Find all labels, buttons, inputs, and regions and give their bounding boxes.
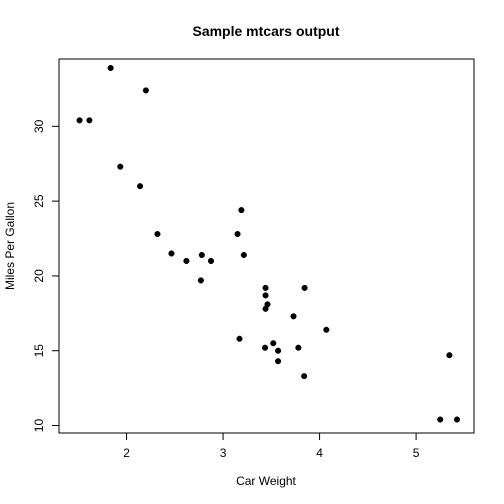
- data-point: [437, 416, 444, 423]
- data-point: [197, 277, 204, 284]
- data-point: [168, 250, 175, 257]
- y-tick-label: 10: [32, 419, 46, 433]
- x-tick-label: 5: [413, 446, 420, 460]
- data-point: [262, 292, 269, 299]
- data-point: [295, 344, 302, 351]
- data-point: [240, 251, 247, 259]
- x-tick-label: 3: [220, 446, 227, 460]
- data-point: [275, 358, 282, 365]
- x-tick-label: 4: [316, 446, 323, 460]
- data-point: [198, 251, 205, 259]
- data-point: [301, 373, 308, 380]
- data-point: [236, 335, 243, 342]
- data-point: [107, 64, 114, 72]
- data-point: [262, 344, 269, 351]
- data-point: [275, 347, 282, 354]
- data-point: [183, 257, 190, 265]
- y-tick-label: 30: [32, 119, 46, 133]
- x-tick-label: 2: [123, 446, 130, 460]
- data-point: [76, 117, 83, 124]
- data-points: [76, 64, 461, 423]
- y-axis-label: Miles Per Gallon: [3, 202, 17, 290]
- y-tick-label: 25: [32, 194, 46, 208]
- y-tick-label: 15: [32, 344, 46, 358]
- data-point: [453, 416, 461, 423]
- data-point: [86, 117, 93, 124]
- data-point: [117, 163, 124, 170]
- y-axis: 10 15 20 25 30: [32, 119, 60, 433]
- data-point: [301, 284, 308, 291]
- y-tick-label: 20: [32, 269, 46, 283]
- data-point: [142, 87, 149, 94]
- data-point: [290, 313, 297, 320]
- data-point: [262, 284, 269, 291]
- data-point: [323, 326, 330, 333]
- data-point: [207, 257, 215, 265]
- x-axis-label: Car Weight: [236, 474, 296, 488]
- data-point: [137, 183, 144, 190]
- chart-title: Sample mtcars output: [192, 23, 339, 39]
- x-axis: 2 3 4 5: [123, 432, 420, 460]
- data-point: [446, 352, 453, 359]
- data-point: [154, 230, 161, 238]
- data-point: [238, 207, 245, 214]
- data-point: [270, 340, 277, 347]
- data-point: [262, 305, 269, 312]
- data-point: [234, 230, 241, 238]
